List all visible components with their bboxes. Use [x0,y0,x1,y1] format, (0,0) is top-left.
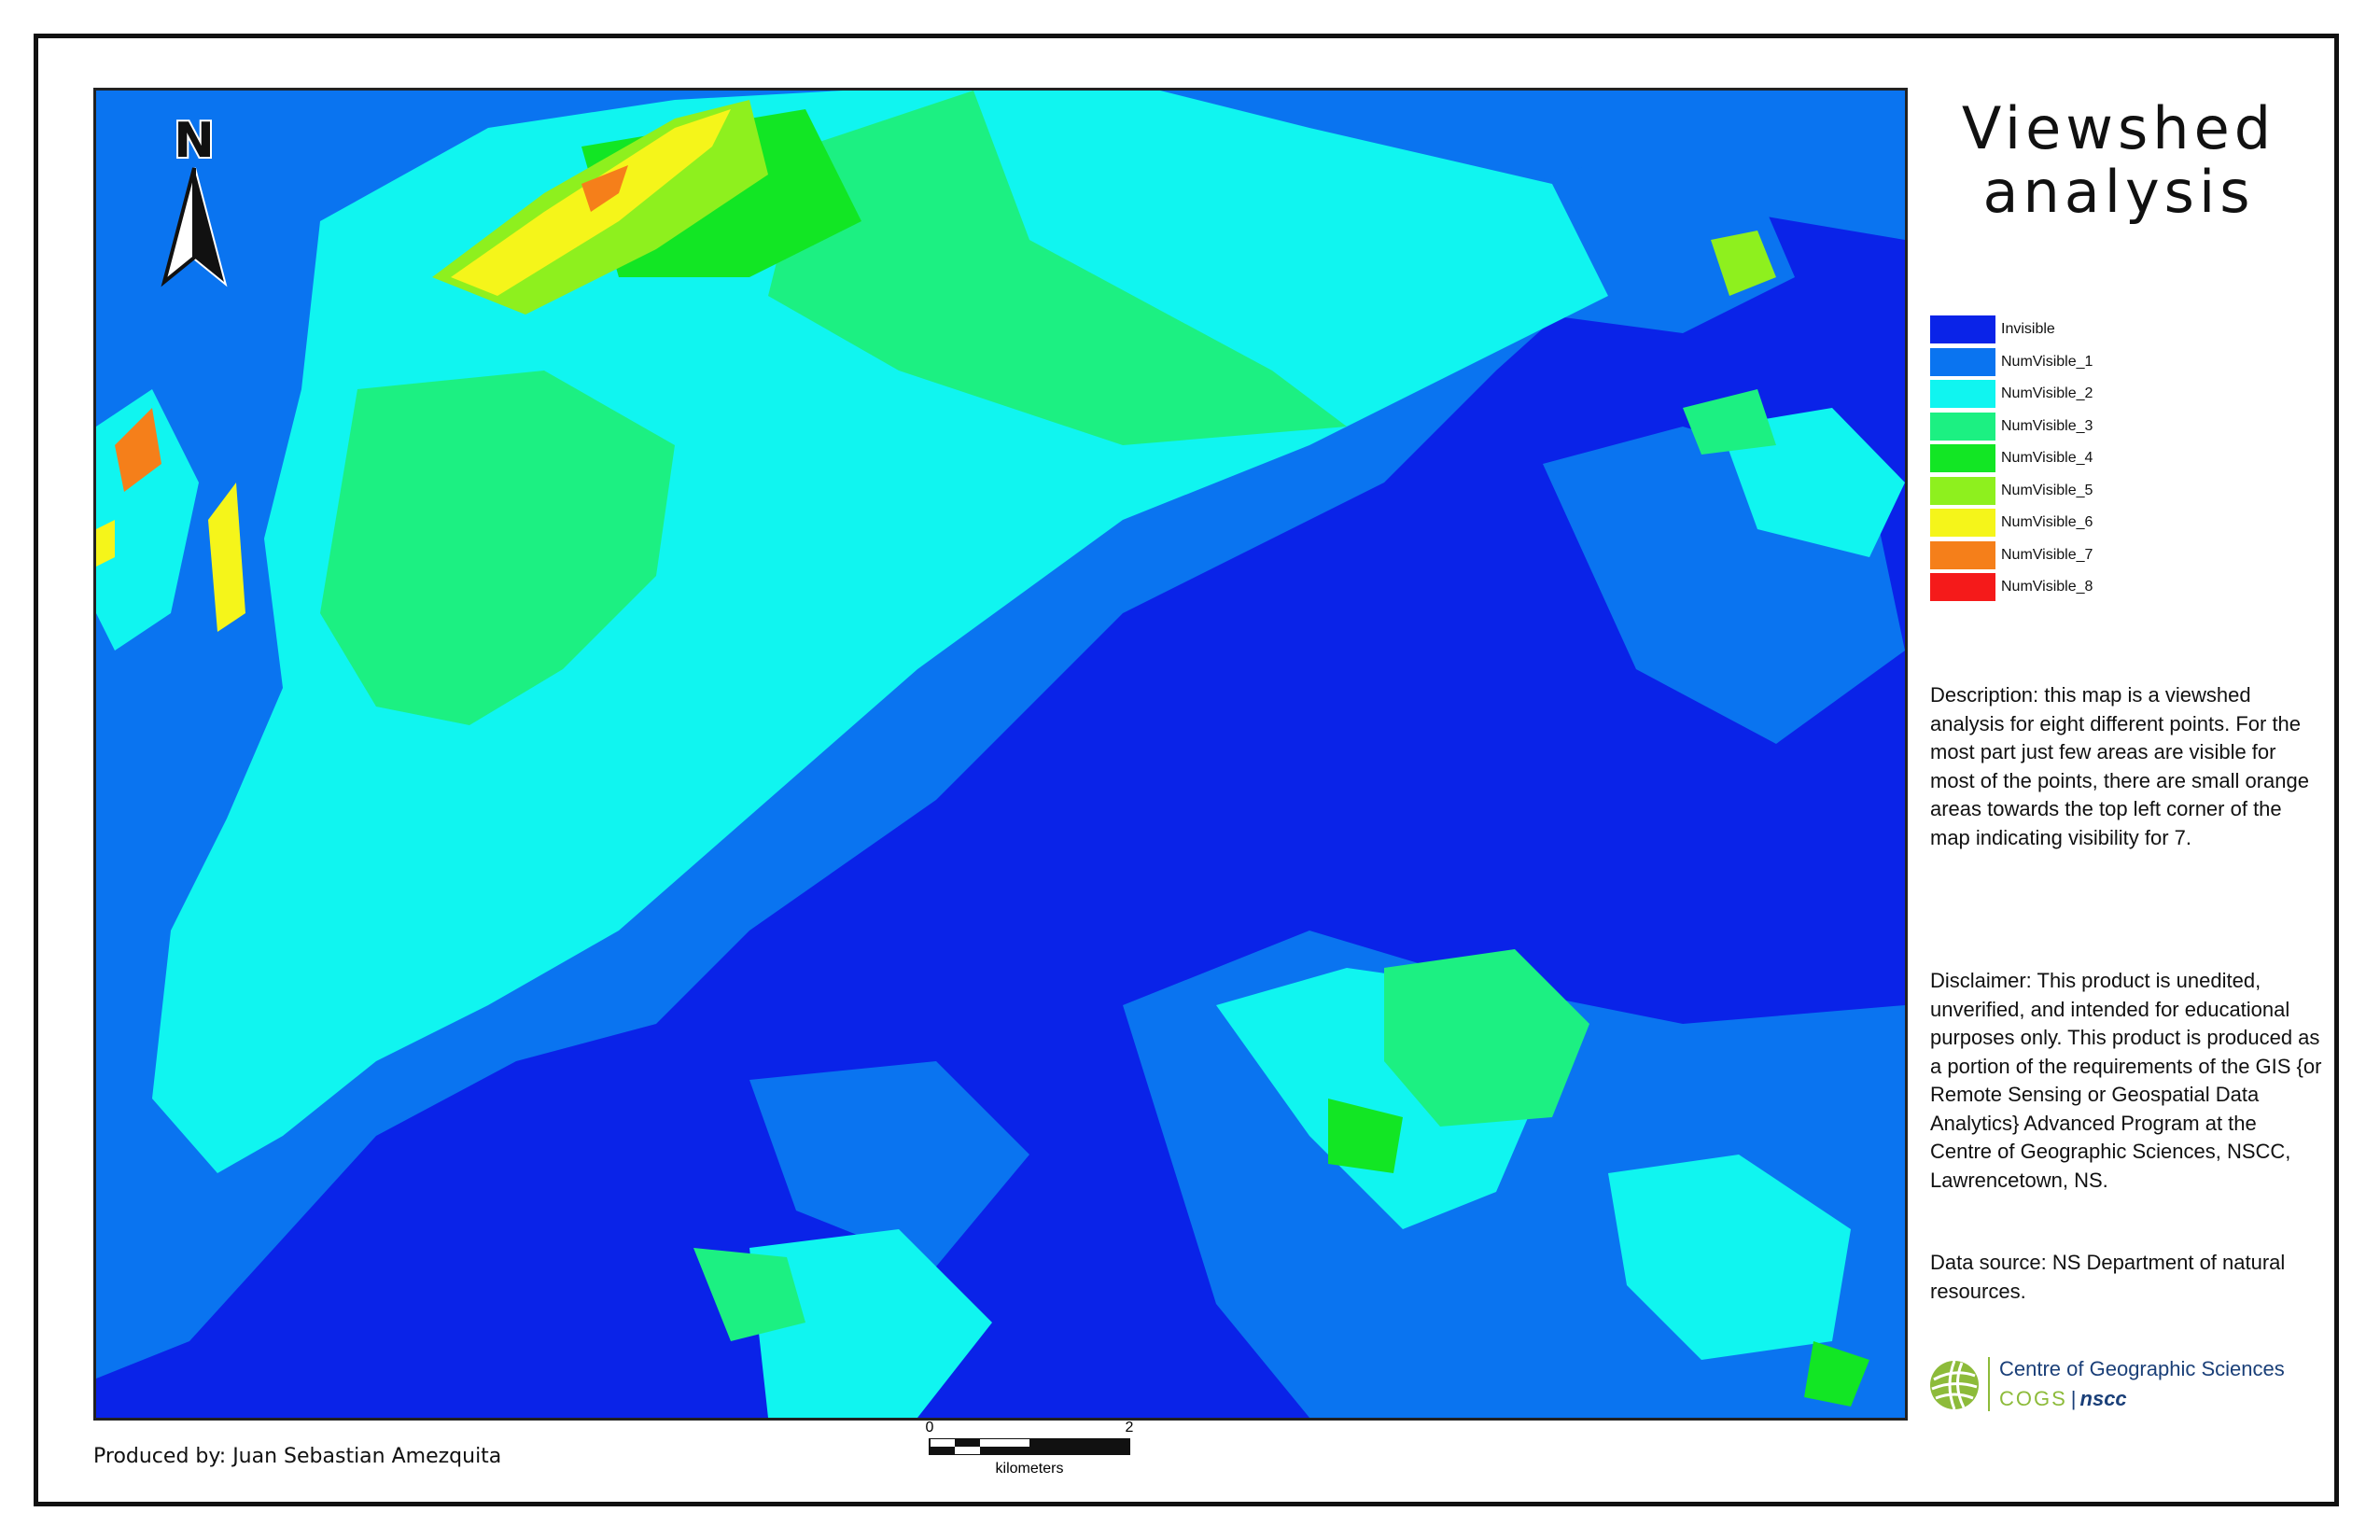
zone-visible-3 [1384,949,1589,1127]
legend-swatch [1930,347,1995,376]
zone-visible-4 [1804,1341,1869,1407]
zone-visible-6 [96,520,115,567]
legend-label: NumVisible_8 [2001,579,2093,595]
zone-visible-7 [581,165,628,212]
viewshed-raster [96,91,1905,1418]
map-title: Viewshed analysis [1961,94,2276,226]
zone-visible-7 [115,408,161,492]
zone-visible-3 [320,371,675,725]
legend-item: NumVisible_7 [1930,539,2093,572]
globe-icon [1930,1360,1979,1410]
north-arrow-icon: N [161,111,228,287]
map-frame [34,34,2339,1506]
viewshed-map [93,88,1908,1421]
zone-visible-2 [1608,1155,1851,1360]
legend-swatch [1930,509,1995,538]
scale-unit: kilometers [996,1461,1064,1477]
legend-swatch [1930,573,1995,602]
disclaimer-text: Disclaimer: This product is unedited, un… [1930,969,2322,1192]
legend-label: NumVisible_2 [2001,385,2093,402]
legend-label: Invisible [2001,321,2055,338]
legend-item: NumVisible_2 [1930,378,2093,411]
zone-visible-3 [693,1248,805,1341]
logo-title: Centre of Geographic Sciences [1999,1357,2285,1380]
logo-cogs: COGS [1999,1387,2067,1410]
scale-bar: 0 2 kilometers [926,1420,1134,1477]
legend-swatch [1930,315,1995,344]
legend-swatch [1930,412,1995,441]
logo-subtitle: COGS | nscc [1999,1387,2127,1411]
scale-end: 2 [1126,1420,1134,1435]
zone-visible-3 [768,91,1347,445]
legend-swatch [1930,444,1995,473]
data-source-text: Data source: NS Department of natural re… [1930,1251,2286,1303]
producer-credit: Produced by: Juan Sebastian Amezquita [93,1445,502,1468]
legend: Invisible NumVisible_1 NumVisible_2 NumVisi… [1930,314,2093,604]
legend-item: NumVisible_4 [1930,442,2093,475]
legend-swatch [1930,540,1995,569]
legend-label: NumVisible_1 [2001,353,2093,370]
legend-label: NumVisible_6 [2001,514,2093,531]
zone-visible-3 [1683,389,1776,455]
legend-label: NumVisible_3 [2001,417,2093,434]
legend-swatch [1930,476,1995,505]
zone-visible-6 [208,483,245,632]
zone-visible-1 [749,1061,1029,1267]
legend-item: NumVisible_6 [1930,507,2093,539]
legend-label: NumVisible_4 [2001,450,2093,467]
zone-visible-4 [1328,1099,1403,1173]
logo-separator: | [2070,1387,2077,1410]
legend-item: NumVisible_3 [1930,411,2093,443]
scale-start: 0 [926,1420,934,1435]
legend-item: NumVisible_5 [1930,475,2093,508]
legend-label: NumVisible_7 [2001,546,2093,563]
cogs-logo: Centre of Geographic Sciences COGS | nscc [1928,1355,2320,1415]
logo-divider [1988,1357,1990,1411]
logo-nscc: nscc [2079,1387,2127,1410]
legend-label: NumVisible_5 [2001,482,2093,498]
legend-item: Invisible [1930,314,2093,346]
legend-swatch [1930,380,1995,409]
legend-item: NumVisible_1 [1930,346,2093,379]
zone-visible-5 [1711,231,1776,296]
legend-item: NumVisible_8 [1930,571,2093,604]
north-letter: N [174,113,215,169]
description-text: Description: this map is a viewshed anal… [1930,683,2309,849]
zone-visible-2 [749,1229,992,1418]
